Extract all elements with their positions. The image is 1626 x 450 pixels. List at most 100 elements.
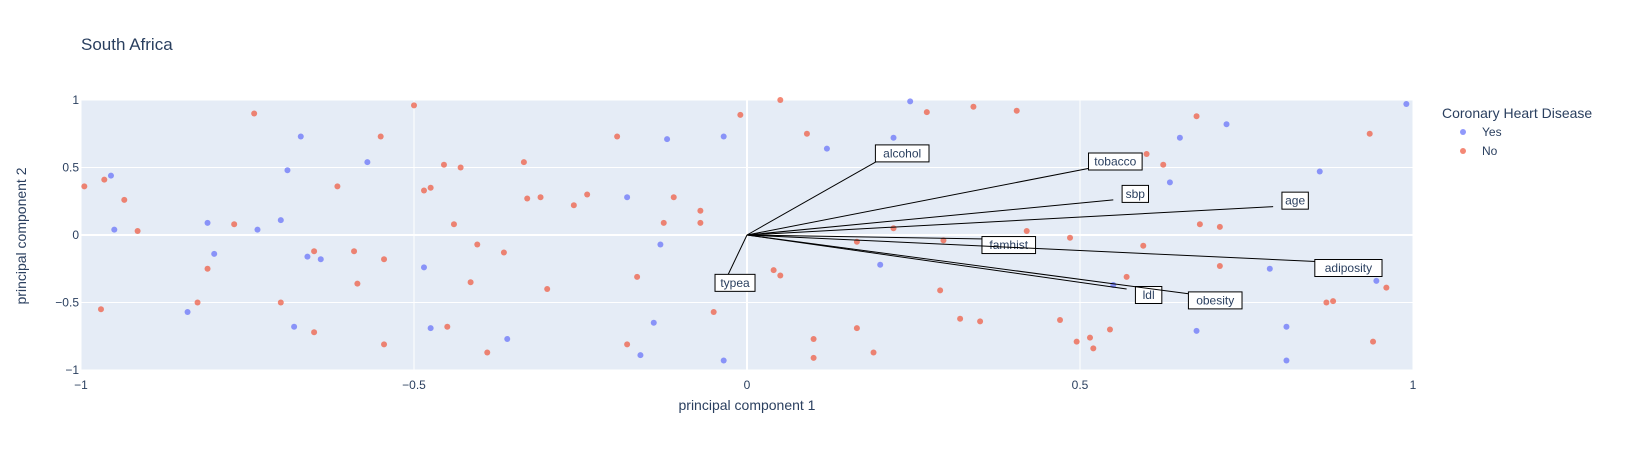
loading-vector-line bbox=[746, 158, 881, 236]
data-point bbox=[450, 221, 457, 228]
data-point bbox=[670, 194, 677, 201]
data-point bbox=[484, 349, 491, 356]
loading-label-box bbox=[714, 273, 756, 292]
legend: Coronary Heart Disease Yes No bbox=[1442, 105, 1592, 158]
data-point bbox=[194, 299, 201, 306]
loading-vector-line bbox=[746, 234, 1327, 263]
data-point bbox=[890, 134, 897, 141]
loading-label: sbp bbox=[1126, 187, 1146, 201]
data-point bbox=[1166, 179, 1173, 186]
loading-label: age bbox=[1285, 194, 1305, 208]
chart-title: South Africa bbox=[81, 35, 173, 54]
data-point bbox=[823, 145, 830, 152]
data-point bbox=[1370, 338, 1377, 345]
data-point bbox=[204, 265, 211, 272]
loading-sbp: sbp bbox=[746, 184, 1149, 236]
loading-label-box bbox=[1121, 184, 1149, 203]
data-point bbox=[1123, 273, 1130, 280]
data-point bbox=[211, 250, 218, 257]
data-point bbox=[381, 256, 388, 263]
data-point bbox=[770, 267, 777, 274]
data-point bbox=[364, 159, 371, 166]
loading-label-box bbox=[1187, 291, 1243, 310]
data-point bbox=[664, 136, 671, 143]
data-point bbox=[923, 109, 930, 116]
data-point bbox=[107, 172, 114, 179]
loading-obesity: obesity bbox=[746, 234, 1243, 310]
x-axis-ticks: −1 −0.5 0 0.5 1 bbox=[74, 378, 1417, 392]
data-point bbox=[381, 341, 388, 348]
legend-marker-no bbox=[1460, 148, 1466, 154]
x-axis-title: principal component 1 bbox=[679, 397, 816, 413]
data-point bbox=[427, 184, 434, 191]
data-point bbox=[251, 110, 258, 117]
data-point bbox=[810, 354, 817, 361]
data-point bbox=[940, 237, 947, 244]
data-point bbox=[500, 249, 507, 256]
loading-vectors: alcohol tobacco sbp age famhist adiposity ldl o… bbox=[714, 144, 1383, 310]
data-point bbox=[737, 111, 744, 118]
data-point bbox=[1176, 134, 1183, 141]
data-point bbox=[420, 187, 427, 194]
data-point bbox=[777, 97, 784, 103]
data-point bbox=[650, 319, 657, 326]
data-point bbox=[520, 159, 527, 166]
data-point bbox=[231, 221, 238, 228]
data-point bbox=[1160, 161, 1167, 168]
data-point bbox=[1013, 107, 1020, 114]
data-point bbox=[304, 253, 311, 260]
data-point bbox=[311, 329, 318, 336]
data-point bbox=[1196, 221, 1203, 228]
data-point bbox=[1023, 227, 1030, 234]
loading-typea: typea bbox=[714, 234, 756, 292]
data-point bbox=[101, 176, 108, 183]
data-point bbox=[284, 167, 291, 174]
data-point bbox=[467, 279, 474, 286]
loading-vector-line bbox=[746, 167, 1094, 236]
data-point bbox=[1323, 299, 1330, 306]
data-point bbox=[1373, 277, 1380, 284]
data-point bbox=[1086, 334, 1093, 341]
data-point bbox=[1283, 357, 1290, 364]
data-point bbox=[440, 161, 447, 168]
data-point bbox=[1057, 317, 1064, 324]
legend-label-yes: Yes bbox=[1482, 125, 1502, 139]
data-point bbox=[524, 195, 531, 202]
series-yes bbox=[107, 98, 1410, 364]
data-point bbox=[637, 352, 644, 359]
data-point bbox=[720, 133, 727, 140]
data-point bbox=[537, 194, 544, 201]
x-tick-label: 0.5 bbox=[1072, 378, 1089, 392]
data-point bbox=[134, 227, 141, 234]
data-point bbox=[1216, 263, 1223, 270]
data-point bbox=[624, 341, 631, 348]
data-point bbox=[870, 349, 877, 356]
loading-label: famhist bbox=[989, 238, 1028, 252]
data-point bbox=[957, 315, 964, 322]
data-point bbox=[977, 318, 984, 325]
data-point bbox=[710, 308, 717, 315]
data-point bbox=[634, 273, 641, 280]
data-point bbox=[81, 183, 88, 190]
loading-famhist: famhist bbox=[746, 234, 1037, 255]
loading-age: age bbox=[746, 191, 1309, 236]
data-point bbox=[660, 219, 667, 226]
y-tick-label: 0 bbox=[72, 228, 79, 242]
data-point bbox=[427, 325, 434, 332]
data-point bbox=[377, 133, 384, 140]
data-point bbox=[657, 241, 664, 248]
data-point bbox=[184, 308, 191, 315]
data-point bbox=[1067, 234, 1074, 241]
data-point bbox=[297, 133, 304, 140]
data-point bbox=[907, 98, 914, 105]
y-axis-title: principal component 2 bbox=[13, 167, 29, 304]
data-point bbox=[937, 287, 944, 294]
x-tick-label: −1 bbox=[74, 378, 88, 392]
data-point bbox=[853, 325, 860, 332]
y-tick-label: 1 bbox=[72, 93, 79, 107]
loading-label-box bbox=[981, 236, 1037, 255]
loading-tobacco: tobacco bbox=[746, 152, 1143, 236]
data-point bbox=[334, 183, 341, 190]
data-point bbox=[1143, 151, 1150, 157]
data-point bbox=[457, 164, 464, 171]
